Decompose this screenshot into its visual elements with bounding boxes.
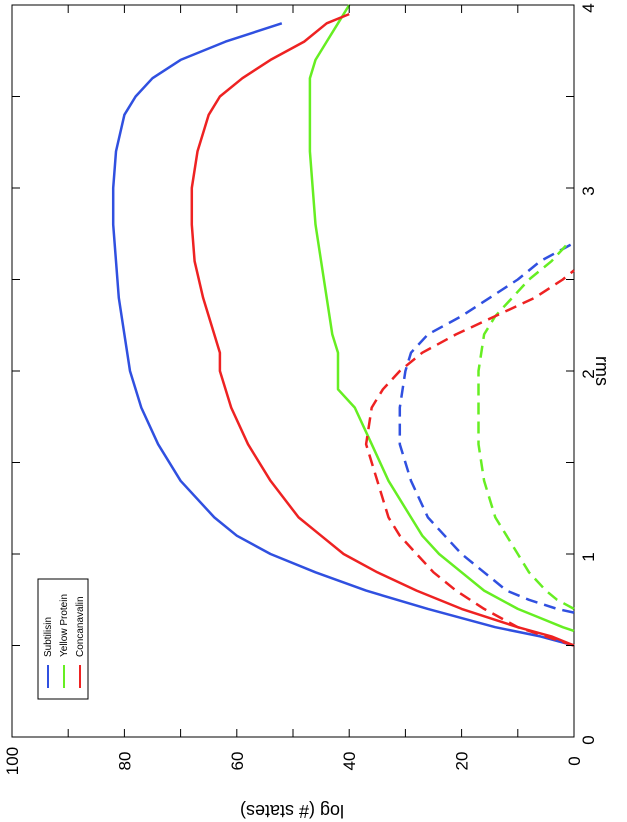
series-line-subtilisin-solid xyxy=(111,22,575,647)
x-tick-label: 3 xyxy=(579,186,598,195)
x-axis-title: rms xyxy=(592,356,612,386)
series-line-concanavalin-dashed xyxy=(364,269,575,647)
legend-label-yellow-protein: Yellow Protein xyxy=(59,594,70,657)
tick-layer xyxy=(11,4,575,738)
y-tick-label: 60 xyxy=(228,752,247,771)
x-tick-label: 2 xyxy=(579,369,598,378)
y-tick-label: 0 xyxy=(565,756,584,765)
series-layer xyxy=(111,4,575,647)
legend: Subtilisin Yellow Protein Concanavalin xyxy=(37,578,89,700)
y-tick-label: 40 xyxy=(340,752,359,771)
plot-frame xyxy=(11,4,575,738)
y-tick-label: 20 xyxy=(453,752,472,771)
y-tick-label: 100 xyxy=(3,747,22,775)
legend-label-concanavalin: Concanavalin xyxy=(75,596,86,657)
series-line-concanavalin-solid xyxy=(190,12,575,647)
x-tick-label: 1 xyxy=(579,552,598,561)
series-line-yellow-protein-solid xyxy=(308,4,575,633)
series-line-subtilisin-dashed xyxy=(398,241,575,614)
series-line-yellow-protein-dashed xyxy=(477,242,575,611)
y-axis-title: log (# states) xyxy=(240,801,344,821)
legend-label-subtilisin: Subtilisin xyxy=(43,617,54,657)
y-tick-label: 80 xyxy=(115,752,134,771)
x-tick-label: 0 xyxy=(579,735,598,744)
x-tick-label: 4 xyxy=(579,3,598,12)
